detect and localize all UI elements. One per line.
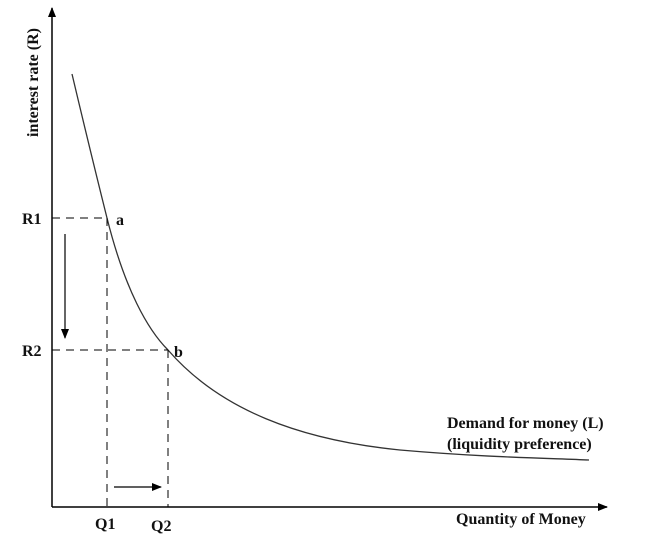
- point-b-label: b: [174, 344, 183, 361]
- demand-curve: [71, 73, 590, 461]
- r1-label: R1: [22, 211, 42, 228]
- r2-label: R2: [22, 343, 42, 360]
- point-a-label: a: [116, 212, 124, 229]
- curve-label-line2: (liquidity preference): [447, 436, 592, 453]
- y-axis-label: interest rate (R): [25, 28, 42, 137]
- q2-label: Q2: [151, 518, 171, 535]
- q1-label: Q1: [95, 516, 115, 533]
- curve-label-line1: Demand for money (L): [447, 415, 604, 432]
- x-axis-label: Quantity of Money: [456, 511, 586, 528]
